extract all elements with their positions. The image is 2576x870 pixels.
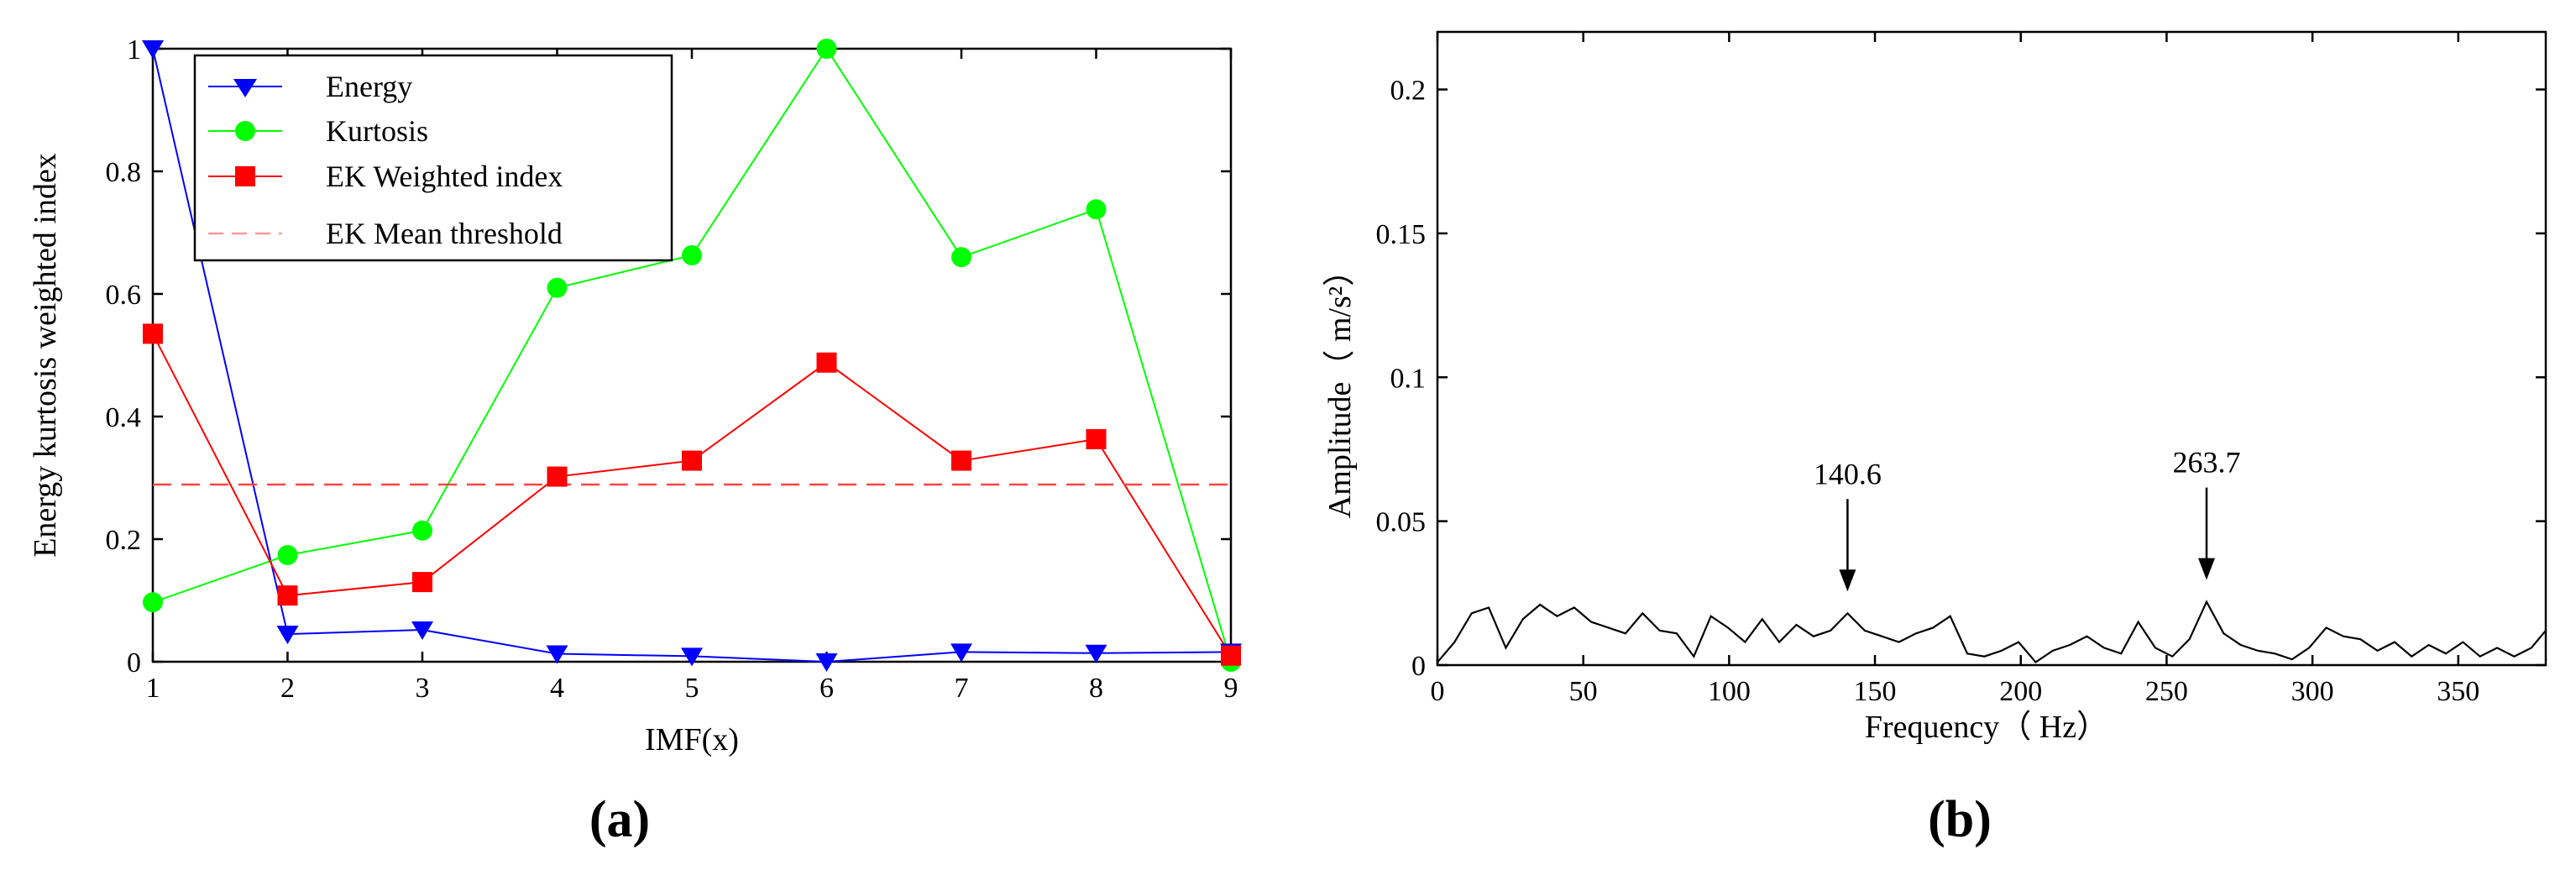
- annotation-label: 140.6: [1814, 457, 1882, 490]
- marker-kurtosis: [547, 277, 568, 298]
- chart-b-plot-frame: [1436, 30, 2547, 667]
- marker-kurtosis: [143, 592, 163, 613]
- chart-a-legend: Energy Kurtosis EK Weighted index EK Mea…: [193, 54, 673, 262]
- x-tick-label: 1: [146, 673, 160, 704]
- x-tick-label: 6: [819, 673, 834, 704]
- chart-b: 0 50 100 150 200 250 300 350 0 0.05 0.1 0.15 0.2 140…: [1322, 30, 2547, 848]
- legend-energy-marker: [233, 79, 257, 97]
- x-tick-label: 4: [550, 673, 564, 704]
- marker-energy: [1085, 644, 1107, 663]
- x-tick-label: 7: [955, 673, 969, 704]
- marker-kurtosis: [277, 544, 298, 565]
- marker-energy: [950, 643, 972, 663]
- marker-kurtosis: [412, 520, 432, 541]
- marker-energy: [681, 647, 703, 667]
- series-line-spectrum: [1437, 600, 2547, 664]
- legend-kurtosis-label: Kurtosis: [326, 114, 428, 148]
- series-line-ek-weighted-index: [152, 333, 1232, 657]
- marker-ek-weighted-index: [1086, 429, 1107, 450]
- y-tick-label: 0.6: [106, 280, 142, 311]
- x-tick-label: 8: [1089, 673, 1103, 704]
- y-tick-label: 0.4: [106, 402, 142, 433]
- y-tick-label: 0: [1411, 651, 1426, 682]
- marker-ek-weighted-index: [682, 450, 702, 471]
- legend-item-ek-mean-threshold: EK Mean threshold: [208, 217, 563, 250]
- marker-energy: [546, 645, 568, 664]
- legend-item-ek-weighted-index: EK Weighted index: [208, 160, 563, 193]
- x-tick-label: 0: [1431, 676, 1445, 707]
- x-tick-label: 250: [2145, 676, 2188, 707]
- y-tick-label: 0.2: [1390, 76, 1427, 107]
- legend-ek-weighted-marker: [235, 166, 255, 186]
- annotation-arrow-head: [2198, 558, 2216, 580]
- y-tick-label: 0: [127, 647, 141, 679]
- chart-b-xlabel: Frequency（ Hz）: [1865, 710, 2108, 745]
- x-tick-label: 200: [1999, 676, 2042, 707]
- annotation-arrow-head: [1839, 569, 1856, 592]
- chart-a-xlabel: IMF(x): [645, 722, 739, 757]
- annotation-label: 263.7: [2173, 446, 2241, 480]
- x-tick-label: 9: [1224, 673, 1238, 704]
- marker-ek-weighted-index: [547, 466, 568, 487]
- marker-energy: [815, 653, 838, 672]
- chart-a-ylabel: Energy kurtosis weighted index: [28, 153, 63, 558]
- marker-kurtosis: [951, 247, 971, 268]
- x-tick-label: 3: [416, 673, 430, 704]
- chart-a: 1 2 3 4 5 6 7 8 9 0 0.2 0.4 0.6 0.8 1 IMF(x) Energy ku…: [28, 34, 1242, 848]
- chart-b-ylabel: Amplitude（ m/s²）: [1322, 254, 1358, 518]
- x-tick-label: 350: [2437, 676, 2479, 707]
- chart-b-panel-label: (b): [1928, 791, 1992, 848]
- legend-kurtosis-marker: [235, 121, 255, 141]
- x-tick-label: 50: [1569, 676, 1598, 707]
- chart-a-panel-label: (a): [589, 791, 650, 848]
- marker-energy: [142, 40, 164, 59]
- marker-ek-weighted-index: [816, 352, 837, 373]
- legend-ek-weighted-label: EK Weighted index: [326, 160, 563, 193]
- legend-energy-label: Energy: [326, 70, 412, 103]
- marker-energy: [411, 621, 433, 641]
- marker-kurtosis: [1086, 199, 1107, 220]
- x-tick-label: 150: [1854, 676, 1897, 707]
- x-tick-label: 5: [685, 673, 699, 704]
- marker-ek-weighted-index: [951, 450, 971, 471]
- x-tick-label: 2: [280, 673, 295, 704]
- marker-kurtosis: [816, 39, 837, 59]
- marker-ek-weighted-index: [143, 323, 163, 344]
- marker-ek-weighted-index: [277, 585, 298, 606]
- y-tick-label: 0.05: [1376, 507, 1427, 538]
- x-tick-label: 300: [2291, 676, 2334, 707]
- marker-ek-weighted-index: [1221, 645, 1241, 666]
- y-tick-label: 0.2: [106, 525, 142, 556]
- y-tick-label: 0.1: [1390, 363, 1427, 394]
- y-tick-label: 0.15: [1376, 219, 1427, 250]
- legend-item-kurtosis: Kurtosis: [208, 114, 428, 148]
- legend-item-energy: Energy: [208, 70, 412, 103]
- y-tick-label: 0.8: [106, 157, 142, 188]
- legend-ek-mean-label: EK Mean threshold: [326, 217, 563, 250]
- x-tick-label: 100: [1708, 676, 1751, 707]
- legend-box: [193, 54, 673, 262]
- y-tick-label: 1: [127, 34, 141, 66]
- marker-ek-weighted-index: [412, 572, 432, 593]
- marker-kurtosis: [682, 245, 702, 266]
- marker-energy: [276, 626, 299, 645]
